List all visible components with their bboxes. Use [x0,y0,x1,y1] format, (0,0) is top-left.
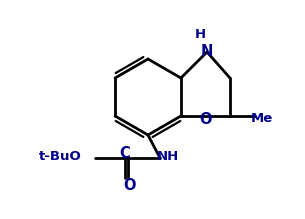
Text: O: O [124,178,136,193]
Text: Me: Me [251,113,273,125]
Text: H: H [195,28,206,41]
Text: N: N [201,44,213,60]
Text: C: C [120,145,130,161]
Text: NH: NH [157,150,179,164]
Text: t-BuO: t-BuO [39,150,81,164]
Text: O: O [199,113,211,127]
